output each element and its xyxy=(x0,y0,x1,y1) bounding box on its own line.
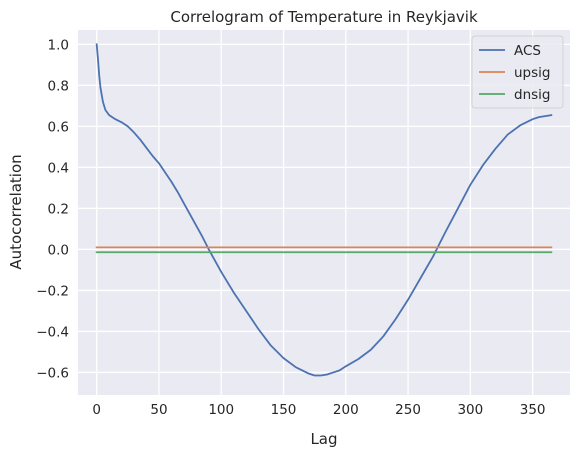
x-axis-ticks: 0 50 100 150 200 250 300 350 xyxy=(92,402,545,418)
y-tick-label: 1.0 xyxy=(48,37,69,53)
x-tick-label: 150 xyxy=(271,402,297,418)
y-tick-label: 0.4 xyxy=(48,160,69,176)
x-tick-label: 0 xyxy=(92,402,101,418)
y-tick-label: −0.6 xyxy=(36,365,69,381)
y-tick-label: −0.4 xyxy=(36,324,69,340)
series-layer xyxy=(95,43,553,377)
y-axis-ticks: −0.6 −0.4 −0.2 0.0 0.2 0.4 0.6 0.8 1.0 xyxy=(36,37,69,381)
x-axis-label: Lag xyxy=(310,430,337,448)
x-tick-label: 100 xyxy=(208,402,234,418)
legend-label-ACS: ACS xyxy=(514,43,541,59)
x-tick-label: 250 xyxy=(395,402,421,418)
legend-box xyxy=(471,35,564,109)
x-tick-label: 300 xyxy=(457,402,483,418)
x-tick-label: 200 xyxy=(333,402,359,418)
legend: ACS upsig dnsig xyxy=(471,35,564,109)
y-tick-label: 0.2 xyxy=(48,201,69,217)
x-tick-label: 50 xyxy=(150,402,167,418)
y-tick-label: −0.2 xyxy=(36,283,69,299)
legend-label-dnsig: dnsig xyxy=(514,87,550,103)
y-axis-label: Autocorrelation xyxy=(7,154,25,269)
y-tick-label: 0.0 xyxy=(48,242,69,258)
y-tick-label: 0.6 xyxy=(48,119,69,135)
legend-label-upsig: upsig xyxy=(514,65,550,81)
y-tick-label: 0.8 xyxy=(48,78,69,94)
series-line-ACS xyxy=(95,43,553,377)
chart-title: Correlogram of Temperature in Reykjavik xyxy=(170,8,478,26)
x-tick-label: 350 xyxy=(520,402,546,418)
